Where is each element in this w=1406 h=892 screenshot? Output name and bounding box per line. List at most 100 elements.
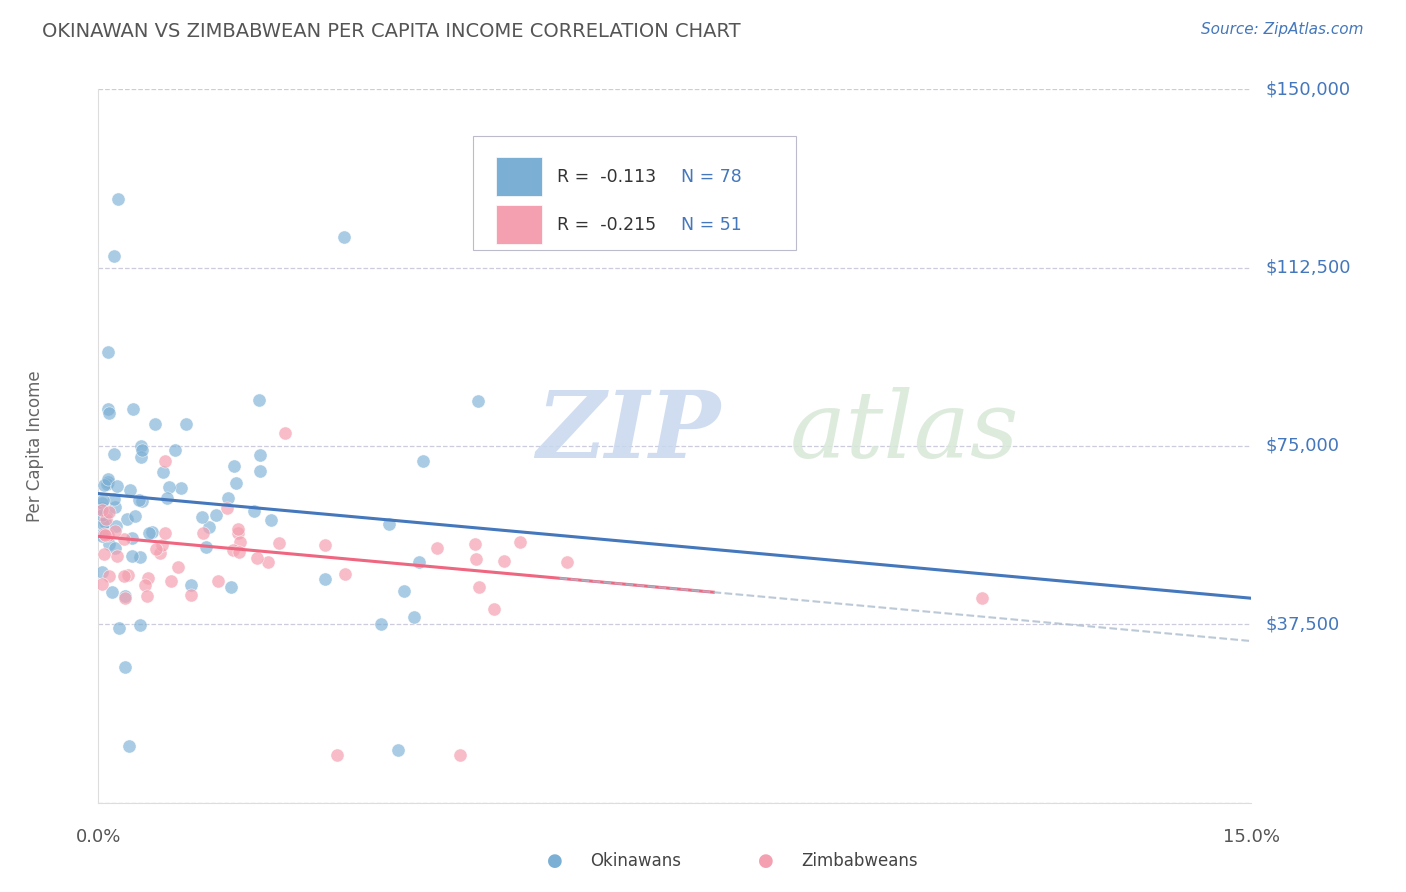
- Point: [91, 527, 114, 541]
- Point: [467, 393, 489, 408]
- Point: [104, 500, 127, 514]
- Point: [205, 508, 228, 522]
- Point: [94, 527, 117, 541]
- Point: [226, 526, 249, 541]
- Bar: [496, 205, 543, 244]
- Point: [426, 541, 449, 555]
- Point: [101, 584, 124, 599]
- Text: Zimbabweans: Zimbabweans: [801, 852, 918, 870]
- Point: [257, 555, 280, 569]
- Point: [222, 458, 245, 473]
- Point: [260, 513, 283, 527]
- Point: [249, 464, 271, 478]
- Point: [194, 541, 217, 555]
- Point: [131, 494, 153, 508]
- Point: [91, 577, 114, 591]
- Text: $112,500: $112,500: [1265, 259, 1351, 277]
- Point: [97, 475, 120, 489]
- Point: [138, 526, 160, 541]
- Point: [112, 569, 135, 583]
- Text: R =  -0.113: R = -0.113: [557, 168, 657, 186]
- Text: ●: ●: [547, 852, 564, 870]
- Point: [97, 401, 120, 416]
- Point: [129, 439, 152, 453]
- Point: [128, 549, 150, 564]
- Point: [91, 492, 114, 507]
- Point: [226, 522, 249, 536]
- Point: [104, 518, 127, 533]
- Point: [143, 417, 166, 431]
- Text: N = 78: N = 78: [681, 168, 741, 186]
- Text: OKINAWAN VS ZIMBABWEAN PER CAPITA INCOME CORRELATION CHART: OKINAWAN VS ZIMBABWEAN PER CAPITA INCOME…: [42, 22, 741, 41]
- Point: [243, 503, 266, 517]
- Point: [370, 616, 392, 631]
- Text: N = 51: N = 51: [681, 216, 741, 234]
- Point: [93, 547, 115, 561]
- Point: [105, 549, 128, 564]
- Point: [465, 552, 488, 566]
- Point: [972, 591, 994, 606]
- Text: 0.0%: 0.0%: [76, 828, 121, 846]
- Point: [314, 538, 336, 552]
- Point: [98, 569, 121, 583]
- Point: [98, 505, 121, 519]
- Text: $150,000: $150,000: [1265, 80, 1350, 98]
- Point: [134, 578, 156, 592]
- Point: [464, 537, 486, 551]
- Point: [136, 571, 159, 585]
- Point: [112, 532, 135, 546]
- Point: [509, 535, 531, 549]
- Point: [94, 512, 117, 526]
- Point: [103, 491, 125, 506]
- Point: [207, 574, 229, 589]
- Text: Source: ZipAtlas.com: Source: ZipAtlas.com: [1201, 22, 1364, 37]
- Point: [225, 476, 247, 491]
- Point: [191, 526, 214, 541]
- Point: [114, 589, 136, 603]
- Point: [155, 525, 177, 540]
- Point: [107, 192, 129, 206]
- Point: [159, 574, 181, 589]
- Point: [131, 443, 153, 458]
- Point: [249, 393, 271, 408]
- Point: [180, 578, 202, 592]
- Point: [555, 555, 578, 569]
- Point: [492, 554, 515, 568]
- Text: 15.0%: 15.0%: [1223, 828, 1279, 846]
- Point: [121, 402, 143, 417]
- Point: [124, 509, 146, 524]
- Point: [217, 500, 239, 515]
- Point: [404, 610, 426, 624]
- Bar: [496, 157, 543, 196]
- Point: [91, 496, 114, 510]
- Point: [129, 618, 152, 632]
- Point: [167, 560, 190, 574]
- Point: [152, 466, 174, 480]
- Point: [93, 478, 115, 492]
- Point: [157, 480, 180, 494]
- Point: [96, 508, 118, 523]
- Text: Per Capita Income: Per Capita Income: [25, 370, 44, 522]
- Point: [170, 481, 193, 495]
- Point: [408, 555, 430, 569]
- Point: [91, 508, 114, 523]
- Point: [97, 344, 120, 359]
- Point: [115, 512, 138, 526]
- Point: [129, 450, 152, 464]
- Point: [145, 541, 167, 556]
- Point: [333, 229, 356, 244]
- Point: [117, 568, 139, 582]
- Text: atlas: atlas: [790, 387, 1019, 476]
- Point: [221, 542, 243, 557]
- Point: [103, 447, 125, 461]
- Point: [94, 515, 117, 529]
- Point: [96, 526, 118, 541]
- Point: [114, 591, 136, 606]
- Point: [174, 417, 197, 431]
- Point: [156, 491, 179, 506]
- Point: [96, 528, 118, 542]
- Point: [314, 572, 336, 586]
- Point: [153, 453, 176, 467]
- Point: [105, 479, 128, 493]
- Point: [484, 602, 506, 616]
